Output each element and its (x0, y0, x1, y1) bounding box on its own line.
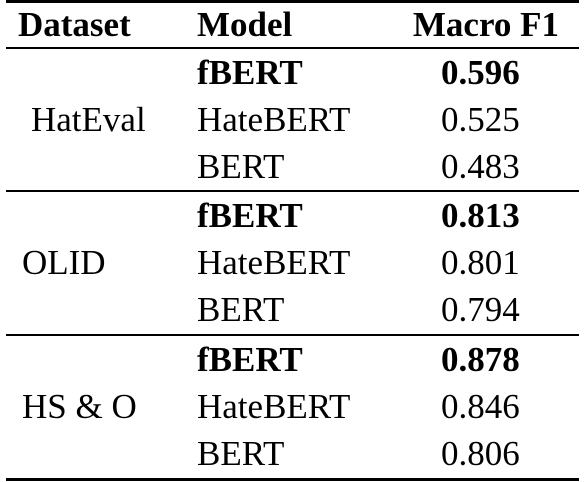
model-name: fBERT (197, 196, 303, 235)
macro-f1-score: 0.596 (441, 53, 520, 92)
macro-f1-score: 0.806 (441, 434, 520, 473)
dataset-group-hateval: HatEval fBERT 0.596 HateBERT 0.525 BERT … (0, 49, 585, 190)
macro-f1-score: 0.846 (441, 387, 520, 426)
macro-f1-score: 0.794 (441, 290, 520, 329)
dataset-name: HS & O (22, 387, 137, 426)
header-macro-f1: Macro F1 (412, 5, 559, 44)
dataset-group-olid: OLID fBERT 0.813 HateBERT 0.801 BERT 0.7… (0, 192, 585, 334)
model-name: BERT (197, 434, 285, 473)
table-row: BERT 0.806 (0, 430, 585, 477)
macro-f1-score: 0.878 (441, 340, 520, 379)
header-row: Dataset Model Macro F1 (0, 3, 585, 47)
dataset-name: HatEval (31, 100, 146, 139)
header-dataset: Dataset (18, 5, 131, 44)
table-row: BERT 0.794 (0, 286, 585, 333)
dataset-group-hs-o: HS & O fBERT 0.878 HateBERT 0.846 BERT 0… (0, 336, 585, 478)
header-rule (6, 47, 579, 49)
top-rule (6, 0, 579, 3)
macro-f1-score: 0.525 (441, 100, 520, 139)
table-row: BERT 0.483 (0, 143, 585, 190)
model-name: fBERT (197, 53, 303, 92)
table-row: HateBERT 0.846 (0, 383, 585, 430)
model-name: HateBERT (197, 100, 351, 139)
group-rule (6, 190, 579, 192)
header-model: Model (197, 5, 293, 44)
bottom-rule (6, 478, 579, 481)
table-row: fBERT 0.813 (0, 192, 585, 239)
table-row: fBERT 0.878 (0, 336, 585, 383)
macro-f1-score: 0.813 (441, 196, 520, 235)
group-rule (6, 334, 579, 336)
model-name: fBERT (197, 340, 303, 379)
model-name: BERT (197, 147, 285, 186)
model-name: HateBERT (197, 243, 351, 282)
dataset-name: OLID (22, 243, 106, 282)
macro-f1-score: 0.483 (441, 147, 520, 186)
model-name: BERT (197, 290, 285, 329)
macro-f1-score: 0.801 (441, 243, 520, 282)
table-row: fBERT 0.596 (0, 49, 585, 96)
table-row: HateBERT 0.525 (0, 96, 585, 143)
model-name: HateBERT (197, 387, 351, 426)
table-row: HateBERT 0.801 (0, 239, 585, 286)
